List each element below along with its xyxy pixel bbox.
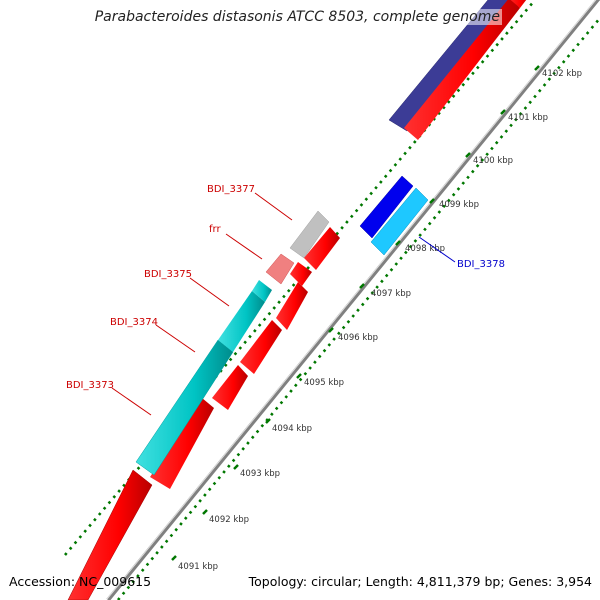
tick-label: 4097 kbp: [371, 289, 411, 299]
gene-navy-block: [388, 0, 509, 132]
gene-BDI_3373-block: [135, 280, 272, 476]
callout-frr[interactable]: frr: [209, 224, 263, 260]
gc-content-dotted-ring-inner: [116, 17, 600, 600]
genome-backbone: [106, 0, 600, 600]
gene-cds-top: [404, 0, 527, 140]
gene-callouts[interactable]: BDI_3377 frr BDI_3375 BDI_3374 BDI_3373 …: [66, 184, 505, 416]
gene-cds-strip-2: [290, 227, 340, 286]
tick-label: 4102 kbp: [542, 69, 582, 79]
gene-BDI_3378-block: [359, 175, 414, 239]
gene-label-BDI_3373[interactable]: BDI_3373: [66, 380, 114, 391]
callout-BDI_3378[interactable]: BDI_3378: [418, 236, 505, 270]
genome-summary-text: Topology: circular; Length: 4,811,379 bp…: [248, 574, 592, 589]
tick-label: 4095 kbp: [304, 378, 344, 388]
reverse-strand-genes: [359, 175, 429, 256]
callout-BDI_3377[interactable]: BDI_3377: [207, 184, 293, 221]
tick-label: 4093 kbp: [240, 469, 280, 479]
tick-label: 4092 kbp: [209, 515, 249, 525]
forward-strand-genes: [67, 0, 527, 600]
tick-label: 4091 kbp: [178, 562, 218, 572]
tick-label: 4094 kbp: [272, 424, 312, 434]
tick-label: 4096 kbp: [338, 333, 378, 343]
gene-BDI_3377-block: [289, 210, 330, 259]
tick-label: 4098 kbp: [405, 244, 445, 254]
callout-BDI_3374[interactable]: BDI_3374: [110, 317, 196, 353]
gene-cds-strip-1: [150, 282, 308, 489]
tick-marks: [171, 65, 540, 561]
accession-text: Accession: NC_009615: [9, 574, 152, 589]
gene-cds-bottom: [67, 469, 153, 600]
tick-label: 4101 kbp: [508, 113, 548, 123]
gene-label-frr[interactable]: frr: [209, 224, 221, 235]
gene-label-BDI_3377[interactable]: BDI_3377: [207, 184, 255, 195]
gene-label-BDI_3375[interactable]: BDI_3375: [144, 269, 192, 280]
tick-labels: 4091 kbp 4092 kbp 4093 kbp 4094 kbp 4095…: [178, 69, 582, 572]
callout-BDI_3375[interactable]: BDI_3375: [144, 269, 230, 307]
tick-label: 4100 kbp: [473, 156, 513, 166]
tick-label: 4099 kbp: [439, 200, 479, 210]
map-title: Parabacteroides distasonis ATCC 8503, co…: [92, 9, 502, 25]
gene-label-BDI_3378[interactable]: BDI_3378: [457, 259, 505, 270]
gene-frr-block: [265, 253, 295, 285]
callout-BDI_3373[interactable]: BDI_3373: [66, 380, 152, 416]
gene-label-BDI_3374[interactable]: BDI_3374: [110, 317, 158, 328]
gene-sky-block: [370, 187, 429, 256]
